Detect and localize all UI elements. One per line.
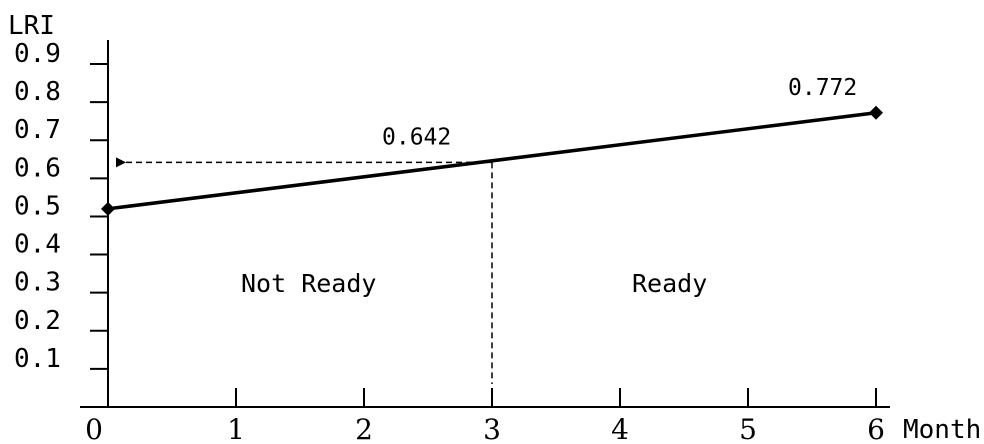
y-tick-label: 0.7 bbox=[14, 115, 61, 145]
y-ticks: 0.1 0.2 0.3 0.4 0.5 0.6 0.7 0.8 0.9 bbox=[14, 39, 108, 374]
end-point-value-label: 0.772 bbox=[788, 75, 857, 101]
y-tick-label: 0.4 bbox=[14, 230, 61, 260]
x-tick-label: 6 bbox=[867, 413, 885, 444]
y-tick-label: 0.8 bbox=[14, 77, 61, 107]
series-layer bbox=[101, 105, 883, 216]
region-label-not-ready: Not Ready bbox=[241, 269, 376, 298]
x-tick-label: 0 bbox=[85, 413, 103, 444]
x-tick-label: 1 bbox=[227, 413, 245, 444]
y-axis-title: LRI bbox=[8, 11, 55, 41]
x-tick-label: 5 bbox=[739, 413, 757, 444]
y-tick-label: 0.6 bbox=[14, 153, 61, 183]
y-tick-label: 0.9 bbox=[14, 39, 61, 69]
x-tick-label: 4 bbox=[611, 413, 629, 444]
series-point bbox=[869, 105, 883, 120]
y-tick-label: 0.1 bbox=[14, 344, 61, 374]
y-tick-label: 0.5 bbox=[14, 191, 61, 221]
series-line bbox=[107, 111, 877, 211]
y-tick-label: 0.2 bbox=[14, 306, 61, 336]
x-tick-label: 3 bbox=[483, 413, 501, 444]
series-point bbox=[101, 201, 115, 216]
x-axis-title: Month bbox=[903, 415, 981, 444]
threshold-value-label: 0.642 bbox=[382, 124, 451, 150]
x-ticks: 0 1 2 3 4 5 6 bbox=[85, 388, 885, 444]
y-tick-label: 0.3 bbox=[14, 268, 61, 298]
region-label-ready: Ready bbox=[632, 269, 707, 298]
x-tick-label: 2 bbox=[355, 413, 373, 444]
